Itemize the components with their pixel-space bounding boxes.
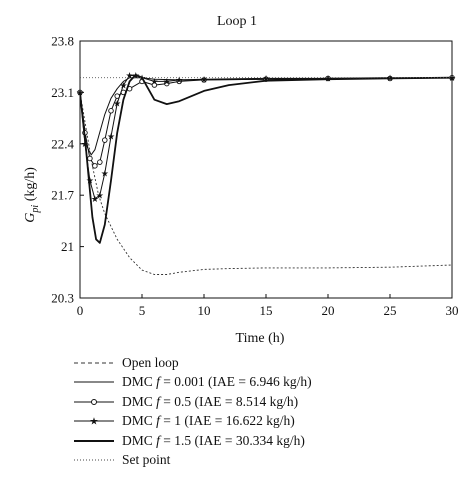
legend-item-dmc-05: DMC f = 0.5 (IAE = 8.514 kg/h) <box>72 392 472 412</box>
y-axis-label: Gpi (kg/h) <box>23 167 41 223</box>
y-tick-label: 23.1 <box>51 85 74 100</box>
y-tick-label: 21.7 <box>51 188 74 203</box>
series-point: ★ <box>101 168 109 178</box>
y-tick-label: 21 <box>61 239 74 254</box>
series-point: ★ <box>175 75 183 85</box>
legend: Open loop DMC f = 0.001 (IAE = 6.946 kg/… <box>72 353 472 470</box>
legend-label-set-point: Set point <box>122 452 171 468</box>
series-point <box>87 155 93 162</box>
chart-title: Loop 1 <box>216 14 258 29</box>
y-tick-label: 23.8 <box>51 34 74 49</box>
legend-swatch-dmc-1: ★ <box>74 417 114 428</box>
series-point <box>151 82 158 88</box>
series-point: ★ <box>96 190 104 200</box>
legend-swatch-dmc-05 <box>74 398 114 405</box>
series-point: ★ <box>113 99 121 109</box>
legend-swatch-set-point <box>74 459 114 461</box>
series-point <box>97 159 103 165</box>
legend-label-dmc-1: DMC f = 1 (IAE = 16.622 kg/h) <box>122 413 295 429</box>
series-line-4 <box>79 73 453 244</box>
x-tick-label: 25 <box>384 303 397 318</box>
series-point <box>92 163 98 169</box>
y-tick-label: 22.4 <box>51 136 74 151</box>
y-tick-label: 20.3 <box>51 291 74 306</box>
series-point: ★ <box>163 77 171 87</box>
series-point: ★ <box>150 77 158 87</box>
series-point: ★ <box>126 71 134 81</box>
x-tick-label: 15 <box>260 303 273 318</box>
series-point: ★ <box>86 176 94 186</box>
series-line-0 <box>79 92 453 275</box>
legend-item-dmc-0001: DMC f = 0.001 (IAE = 6.946 kg/h) <box>72 373 472 393</box>
x-tick-label: 30 <box>446 303 459 318</box>
series-point: ★ <box>119 80 127 90</box>
x-tick-label: 5 <box>139 303 146 318</box>
series-point: ★ <box>107 132 115 142</box>
x-tick-label: 0 <box>77 303 84 318</box>
legend-swatch-dmc-15 <box>74 439 114 442</box>
series-point <box>108 108 114 114</box>
series-line-1 <box>79 77 453 156</box>
x-axis-label: Time (h) <box>235 331 285 346</box>
legend-swatch-dmc-0001 <box>74 381 114 383</box>
series-layer: ★★★★★★★★★★★★ ★ ★ ★ ★ ★ ★ ★ ★ <box>76 71 456 275</box>
series-line-2 <box>79 77 453 167</box>
svg-text:★: ★ <box>90 417 99 428</box>
legend-label-dmc-05: DMC f = 0.5 (IAE = 8.514 kg/h) <box>122 393 299 409</box>
x-tick-label: 20 <box>322 303 335 318</box>
legend-label-open-loop: Open loop <box>122 354 179 370</box>
legend-item-dmc-1: ★ DMC f = 1 (IAE = 16.622 kg/h) <box>72 412 472 432</box>
legend-label-dmc-15: DMC f = 1.5 (IAE = 30.334 kg/h) <box>122 432 305 448</box>
series-point: ★ <box>91 194 99 204</box>
legend-item-dmc-15: DMC f = 1.5 (IAE = 30.334 kg/h) <box>72 431 472 451</box>
series-line-3 <box>79 75 452 200</box>
series-point: ★ <box>200 74 208 84</box>
legend-swatch-open-loop <box>74 362 114 364</box>
legend-item-open-loop: Open loop <box>72 353 472 373</box>
series-point: ★ <box>262 74 270 84</box>
x-tick-label: 10 <box>198 303 211 318</box>
series-point <box>102 137 108 143</box>
legend-label-dmc-0001: DMC f = 0.001 (IAE = 6.946 kg/h) <box>122 374 312 390</box>
legend-item-set-point: Set point <box>72 451 472 471</box>
axes: 0 5 10 15 20 25 30 20.3 21 21.7 22.4 23.1 23.8 <box>51 34 458 319</box>
